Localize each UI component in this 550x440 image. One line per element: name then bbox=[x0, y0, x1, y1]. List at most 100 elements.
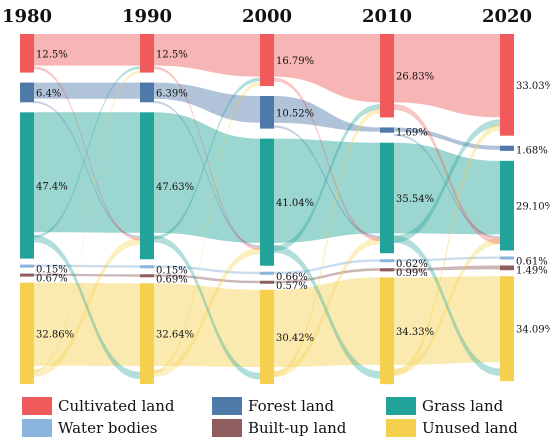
node-water-bodies-2000 bbox=[260, 271, 274, 275]
flow-forest-land-2010-2020 bbox=[394, 127, 500, 150]
node-built-up-land-2010 bbox=[380, 268, 394, 272]
flow-water-bodies-2010-2020 bbox=[394, 256, 500, 262]
flow-built-up-land-2000-2010 bbox=[274, 268, 380, 284]
flow-grass-land-to-cultivated-land-1980 bbox=[34, 66, 140, 238]
legend-swatch-forest-land bbox=[212, 397, 242, 415]
pct-label-grass-land-2010: 35.54% bbox=[396, 194, 434, 205]
flow-unused-land-to-grass-land-1980 bbox=[34, 237, 140, 377]
flow-layer bbox=[34, 34, 500, 380]
node-cultivated-land-2010 bbox=[380, 34, 394, 118]
node-built-up-land-1980 bbox=[20, 273, 34, 277]
pct-label-built-up-land-1990: 0.69% bbox=[156, 274, 188, 285]
pct-label-grass-land-2000: 41.04% bbox=[276, 198, 314, 209]
year-label-2010: 2010 bbox=[362, 6, 412, 27]
flow-cultivated-land-1980-1990 bbox=[34, 34, 140, 66]
node-cultivated-land-1990 bbox=[140, 34, 154, 73]
flow-unused-land-1980-1990 bbox=[34, 282, 140, 366]
flow-grass-land-2000-2010 bbox=[274, 138, 380, 243]
pct-label-grass-land-1980: 47.4% bbox=[36, 181, 68, 192]
pct-label-water-bodies-2020: 0.61% bbox=[516, 256, 548, 267]
legend-item-cultivated-land: Cultivated land bbox=[22, 396, 174, 416]
pct-label-cultivated-land-1990: 12.5% bbox=[156, 49, 188, 60]
pct-label-unused-land-1990: 32.64% bbox=[156, 330, 194, 341]
flow-unused-land-to-grass-land-1990 bbox=[154, 247, 260, 377]
flow-cultivated-land-2010-2020 bbox=[394, 34, 500, 118]
flow-forest-land-2000-2010 bbox=[274, 96, 380, 132]
pct-label-water-bodies-2000: 0.66% bbox=[276, 272, 308, 283]
node-unused-land-2010 bbox=[380, 277, 394, 385]
flow-built-up-land-1980-1990 bbox=[34, 273, 140, 277]
flow-unused-land-to-cultivated-land-1990 bbox=[154, 81, 260, 374]
flow-forest-land-to-grass-land-1980 bbox=[34, 101, 140, 238]
legend-label-built-up-land: Built-up land bbox=[248, 419, 347, 437]
pct-label-unused-land-2010: 34.33% bbox=[396, 327, 434, 338]
node-grass-land-1990 bbox=[140, 112, 154, 260]
node-grass-land-2010 bbox=[380, 142, 394, 254]
node-unused-land-2000 bbox=[260, 289, 274, 384]
pct-label-water-bodies-2010: 0.62% bbox=[396, 259, 428, 270]
node-forest-land-2000 bbox=[260, 96, 274, 129]
legend-label-water-bodies: Water bodies bbox=[58, 419, 158, 437]
pct-label-forest-land-1990: 6.39% bbox=[156, 88, 188, 99]
legend-swatch-unused-land bbox=[386, 419, 416, 437]
legend-swatch-built-up-land bbox=[212, 419, 242, 437]
node-grass-land-2000 bbox=[260, 138, 274, 266]
flow-forest-land-1990-2000 bbox=[154, 82, 260, 123]
year-label-1980: 1980 bbox=[2, 6, 52, 27]
legend-item-forest-land: Forest land bbox=[212, 396, 334, 416]
legend-label-grass-land: Grass land bbox=[422, 397, 504, 415]
node-grass-land-2020 bbox=[500, 160, 514, 251]
flow-grass-land-to-unused-land-2010 bbox=[394, 235, 500, 376]
node-forest-land-1990 bbox=[140, 82, 154, 103]
flow-unused-land-2000-2010 bbox=[274, 277, 380, 368]
flow-unused-land-2010-2020 bbox=[394, 276, 500, 365]
flow-water-bodies-1990-2000 bbox=[154, 265, 260, 275]
pct-label-built-up-land-2020: 1.49% bbox=[516, 265, 548, 276]
flow-forest-land-to-grass-land-1990 bbox=[154, 101, 260, 248]
node-built-up-land-2000 bbox=[260, 280, 274, 284]
node-forest-land-2020 bbox=[500, 145, 514, 151]
pct-label-built-up-land-2000: 0.57% bbox=[276, 281, 308, 292]
pct-label-cultivated-land-2020: 33.03% bbox=[516, 81, 550, 92]
node-water-bodies-2020 bbox=[500, 256, 514, 260]
flow-cultivated-land-to-grass-land-2000 bbox=[274, 77, 380, 242]
year-labels: 1980 1990 2000 2010 2020 bbox=[2, 6, 532, 27]
node-unused-land-2020 bbox=[500, 276, 514, 382]
flow-cultivated-land-to-grass-land-2010 bbox=[394, 104, 500, 244]
flow-unused-land-to-cultivated-land-2010 bbox=[394, 123, 500, 377]
pct-label-unused-land-2000: 30.42% bbox=[276, 333, 314, 344]
pct-label-built-up-land-1980: 0.67% bbox=[36, 274, 68, 285]
pct-label-water-bodies-1980: 0.15% bbox=[36, 265, 68, 276]
pct-label-cultivated-land-1980: 12.5% bbox=[36, 49, 68, 60]
flow-cultivated-land-2000-2010 bbox=[274, 34, 380, 103]
legend-label-cultivated-land: Cultivated land bbox=[58, 397, 175, 415]
node-forest-land-1980 bbox=[20, 82, 34, 103]
year-label-2020: 2020 bbox=[482, 6, 532, 27]
pct-label-grass-land-2020: 29.10% bbox=[516, 202, 550, 213]
legend-swatch-water-bodies bbox=[22, 419, 52, 437]
legend-item-built-up-land: Built-up land bbox=[212, 418, 346, 438]
node-built-up-land-1990 bbox=[140, 274, 154, 278]
pct-label-built-up-land-2010: 0.99% bbox=[396, 268, 428, 279]
percentage-labels: 12.5%6.4%47.4%0.15%0.67%32.86%12.5%6.39%… bbox=[36, 49, 550, 344]
legend-swatch-grass-land bbox=[386, 397, 416, 415]
flow-water-bodies-1980-1990 bbox=[34, 264, 140, 268]
pct-label-grass-land-1990: 47.63% bbox=[156, 182, 194, 193]
flow-unused-land-to-cultivated-land-1980 bbox=[34, 70, 140, 373]
flow-grass-land-1980-1990 bbox=[34, 112, 140, 233]
flow-built-up-land-2010-2020 bbox=[394, 265, 500, 271]
flow-forest-land-to-grass-land-2010 bbox=[394, 133, 500, 239]
flow-grass-land-to-unused-land-1990 bbox=[154, 235, 260, 380]
legend-label-unused-land: Unused land bbox=[422, 419, 518, 437]
node-cultivated-land-1980 bbox=[20, 34, 34, 73]
pct-label-water-bodies-1990: 0.15% bbox=[156, 265, 188, 276]
pct-label-cultivated-land-2000: 16.79% bbox=[276, 56, 314, 67]
pct-label-forest-land-1980: 6.4% bbox=[36, 88, 61, 99]
node-water-bodies-1990 bbox=[140, 265, 154, 269]
pct-label-unused-land-1980: 32.86% bbox=[36, 329, 74, 340]
pct-label-forest-land-2020: 1.68% bbox=[516, 146, 548, 157]
node-cultivated-land-2000 bbox=[260, 34, 274, 87]
legend-item-grass-land: Grass land bbox=[386, 396, 503, 416]
node-built-up-land-2020 bbox=[500, 265, 514, 271]
node-forest-land-2010 bbox=[380, 127, 394, 133]
